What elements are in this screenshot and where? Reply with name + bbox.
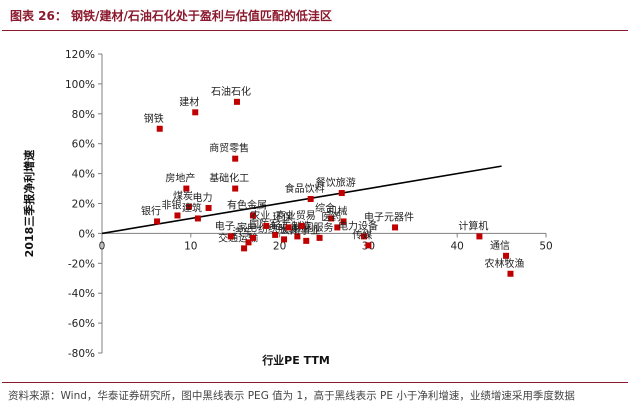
data-point-label: 食品饮料 <box>285 182 325 195</box>
data-point <box>476 233 483 240</box>
data-point <box>303 237 310 244</box>
data-point-label: 电力设备 <box>338 219 378 232</box>
data-point-label: 农林牧渔 <box>484 257 524 270</box>
data-point <box>154 218 161 225</box>
data-point-label: 家电 <box>237 221 257 234</box>
data-point-label: 环保 <box>272 210 292 223</box>
data-point <box>241 245 248 252</box>
figure-title: 图表 26： 钢铁/建材/石油石化处于盈利与估值匹配的低洼区 <box>10 9 332 23</box>
data-point <box>183 185 190 192</box>
data-point <box>338 190 345 197</box>
data-point-label: 汽车 <box>233 225 253 238</box>
data-point <box>272 231 279 238</box>
data-point-label: 房地产 <box>165 172 195 185</box>
data-point-label: 通信 <box>490 240 510 252</box>
y-tick-label: 80% <box>72 109 95 121</box>
data-point-label: 商贸零售 <box>209 142 249 155</box>
x-tick-label: 10 <box>184 240 197 252</box>
y-tick-label: -60% <box>68 318 95 330</box>
data-point-label: 基础化工 <box>209 172 249 185</box>
x-tick-label: 20 <box>273 240 286 252</box>
data-point <box>249 234 256 241</box>
data-point <box>232 185 239 192</box>
y-tick-label: 20% <box>72 199 95 211</box>
y-tick-label: 120% <box>65 49 95 61</box>
data-point <box>334 224 341 231</box>
data-point <box>263 222 270 229</box>
data-point-label: 电子元器件 <box>364 210 414 223</box>
data-point-label: 农业 <box>250 209 270 222</box>
x-tick-label: 50 <box>539 240 552 252</box>
data-point <box>245 239 252 246</box>
data-point <box>281 236 288 243</box>
data-point <box>285 224 292 231</box>
data-point-label: 有色金属 <box>227 198 267 211</box>
data-point <box>392 224 399 231</box>
data-point-label: 医药 <box>321 211 341 223</box>
data-point <box>186 203 193 210</box>
data-point <box>232 155 239 162</box>
data-point <box>328 215 335 222</box>
data-point <box>227 233 234 240</box>
data-point-label: 非银 <box>161 198 181 211</box>
data-point-label: 建材 <box>179 95 199 108</box>
data-point-label: 钢铁 <box>144 112 164 125</box>
data-point <box>249 212 256 219</box>
y-tick-label: 100% <box>65 79 95 91</box>
y-tick-label: 60% <box>72 139 95 151</box>
y-axis-title: 2018三季报净利增速 <box>22 150 36 258</box>
figure-title-bar: 图表 26： 钢铁/建材/石油石化处于盈利与估值匹配的低洼区 <box>2 2 628 31</box>
data-point <box>194 215 201 222</box>
y-tick-label: -20% <box>68 258 95 270</box>
data-point-label: 煤炭 <box>173 189 193 202</box>
peg-reference-line <box>101 165 502 235</box>
data-point <box>156 125 163 132</box>
data-point-label: 石油石化 <box>211 85 251 98</box>
data-point-label: 电子 <box>215 219 235 232</box>
data-point <box>205 204 212 211</box>
footer-divider <box>2 382 628 383</box>
y-tick-label: -40% <box>68 288 95 300</box>
x-axis-title: 行业PE TTM <box>261 353 330 367</box>
data-point-label: 机械 <box>328 204 348 217</box>
x-tick-label: 40 <box>451 240 464 252</box>
data-point-label: 餐饮旅游 <box>316 176 356 189</box>
data-point <box>233 98 240 105</box>
data-point-label: 商业贸易 <box>276 209 316 222</box>
data-point <box>298 222 305 229</box>
data-point-label: 银行 <box>141 204 161 217</box>
data-point <box>360 233 367 240</box>
data-point <box>307 196 314 203</box>
data-point-label: 计算机 <box>458 219 488 232</box>
x-tick-label: 0 <box>99 240 106 252</box>
data-point <box>294 233 301 240</box>
y-tick-label: 0% <box>78 228 95 240</box>
data-point-label: 电力 <box>193 191 213 204</box>
source-note: 资料来源：Wind，华泰证券研究所，图中黑线表示 PEG 值为 1，高于黑线表示… <box>8 390 575 402</box>
data-point-label: 建筑 <box>182 201 202 214</box>
data-point-label: 传媒 <box>352 229 372 241</box>
y-tick-label: -80% <box>68 348 95 360</box>
data-point <box>365 242 372 249</box>
data-point <box>340 218 347 225</box>
data-point-label: 综合 <box>315 201 335 214</box>
data-point <box>174 212 181 219</box>
data-point <box>503 252 510 259</box>
data-point <box>507 270 514 277</box>
y-tick-label: 40% <box>72 169 95 181</box>
data-point <box>192 109 199 116</box>
data-point <box>316 234 323 241</box>
